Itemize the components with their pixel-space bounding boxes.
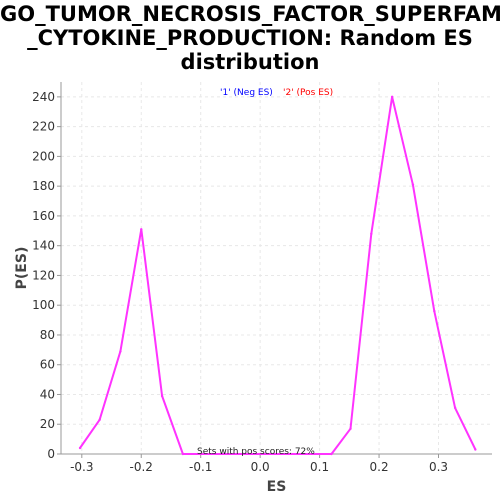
data-point-9 [349, 427, 352, 430]
x-tick-label-6: 0.3 [429, 460, 448, 474]
x-tick-label-1: -0.2 [130, 460, 153, 474]
x-tick-label-5: 0.2 [370, 460, 389, 474]
data-point-4 [160, 394, 164, 398]
chart-title-line-3: distribution [180, 50, 320, 74]
y-tick-label-6: 120 [32, 268, 55, 282]
data-point-15 [474, 448, 477, 451]
legend-entry-pos-es: '2' (Pos ES) [283, 88, 333, 98]
data-point-6 [199, 452, 202, 456]
data-point-2 [119, 350, 122, 353]
y-tick-label-12: 240 [32, 90, 55, 104]
data-point-14 [453, 406, 457, 410]
chart-title: GO_TUMOR_NECROSIS_FACTOR_SUPERFAMILY _CY… [0, 2, 500, 74]
chart-title-line-1: GO_TUMOR_NECROSIS_FACTOR_SUPERFAMILY [0, 2, 500, 26]
data-point-1 [98, 418, 101, 421]
series [78, 95, 477, 456]
y-tick-label-10: 200 [32, 149, 55, 163]
y-tick-label-3: 60 [40, 358, 55, 372]
y-tick-label-7: 140 [32, 239, 55, 253]
grid [61, 82, 492, 455]
es-distribution-line [79, 95, 477, 455]
x-tick-label-4: 0.1 [310, 460, 329, 474]
y-tick-label-8: 160 [32, 209, 55, 223]
data-point-0 [78, 446, 82, 450]
x-tick-label-2: -0.1 [189, 460, 212, 474]
y-tick-label-4: 80 [40, 328, 55, 342]
data-point-8 [330, 452, 333, 456]
data-point-12 [411, 183, 415, 186]
pos-scores-annotation: Sets with pos scores: 72% [197, 447, 315, 457]
x-axis-title: ES [267, 479, 287, 495]
y-tick-label-2: 40 [40, 387, 55, 401]
y-tick-label-5: 100 [32, 298, 55, 312]
plot-area [61, 82, 492, 454]
legend-entry-neg-es: '1' (Neg ES) [220, 88, 273, 98]
y-tick-label-11: 220 [32, 120, 55, 134]
data-point-5 [181, 452, 185, 456]
data-point-11 [390, 95, 394, 99]
data-point-13 [433, 309, 436, 313]
legend: '1' (Neg ES) '2' (Pos ES) [220, 88, 333, 98]
y-tick-label-1: 20 [40, 417, 55, 431]
data-point-3 [140, 228, 143, 231]
x-tick-label-0: -0.3 [70, 460, 93, 474]
y-axis-title: P(ES) [14, 247, 30, 290]
chart-title-line-2: _CYTOKINE_PRODUCTION: Random ES [27, 26, 473, 50]
x-tick-label-3: 0.0 [251, 460, 270, 474]
data-point-7 [258, 452, 262, 456]
y-tick-label-0: 0 [47, 447, 55, 461]
data-point-10 [370, 232, 373, 235]
y-tick-label-9: 180 [32, 179, 55, 193]
